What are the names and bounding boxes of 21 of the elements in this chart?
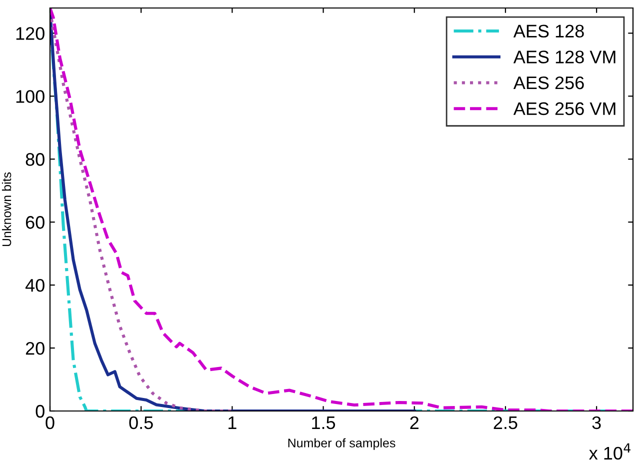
y-axis-title: Unknown bits: [2, 172, 12, 246]
legend-label: AES 256: [513, 76, 584, 90]
text: x 10$^{4}$: [589, 443, 630, 460]
y-tick-label: 120: [16, 27, 44, 40]
y-tick-label: 0: [36, 404, 44, 418]
legend-label: AES 128: [513, 24, 584, 38]
x-tick-label: 1: [228, 416, 236, 429]
x-tick-label: 2: [410, 416, 418, 429]
y-tick-label: 40: [25, 278, 44, 292]
y-tick-label: 80: [26, 153, 44, 166]
y-tick-label: 60: [26, 216, 44, 229]
y-tick-label: 100: [16, 90, 44, 103]
x-tick-label: 3: [592, 416, 601, 430]
y-tick-label: 20: [26, 342, 44, 355]
legend-label: AES 256 VM: [513, 102, 616, 116]
x-tick-label: 0: [46, 416, 54, 430]
legend-label: AES 128 VM: [513, 50, 616, 64]
x-tick-label: 2.5: [494, 416, 518, 430]
x-tick-label: 0.5: [129, 416, 153, 430]
x-axis-title: Number of samples: [288, 438, 396, 450]
x-tick-label: 1.5: [312, 416, 336, 430]
